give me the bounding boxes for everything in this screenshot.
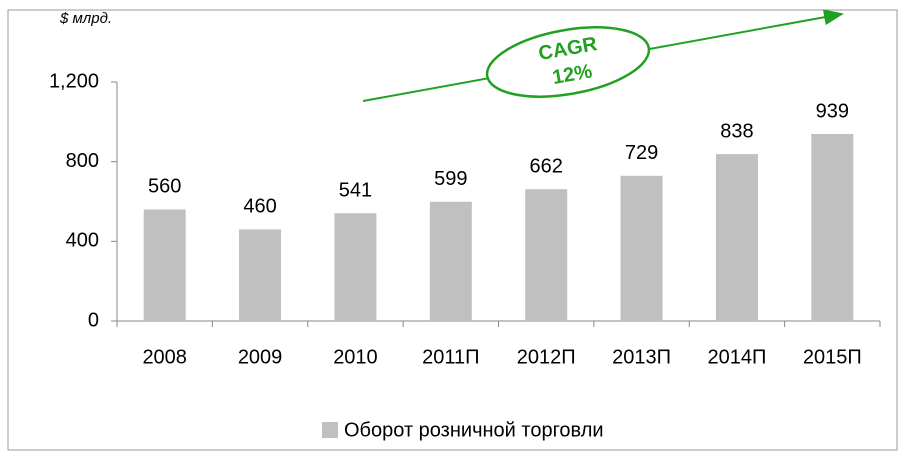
y-tick-label: 1,200 xyxy=(49,70,99,92)
legend-swatch xyxy=(322,422,338,438)
cagr-callout: CAGR 12% xyxy=(485,26,651,98)
data-label: 838 xyxy=(720,120,753,142)
x-tick-label: 2010 xyxy=(333,346,378,368)
x-tick-label: 2014П xyxy=(708,346,767,368)
bar xyxy=(525,189,568,321)
y-tick-label: 0 xyxy=(88,309,99,331)
bar xyxy=(239,229,282,321)
legend-label: Оборот розничной торговли xyxy=(344,419,604,441)
x-tick-label: 2012П xyxy=(517,346,576,368)
bar xyxy=(334,213,377,321)
bar xyxy=(811,133,854,321)
x-tick-label: 2015П xyxy=(803,346,862,368)
bar xyxy=(429,201,472,321)
data-label: 939 xyxy=(816,100,849,122)
unit-label: $ млрд. xyxy=(59,10,112,27)
bar xyxy=(620,175,663,321)
x-tick-label: 2011П xyxy=(422,346,479,368)
bar xyxy=(143,209,186,321)
x-tick-label: 2013П xyxy=(612,346,671,368)
bar xyxy=(715,154,758,321)
y-tick-label: 400 xyxy=(66,230,99,252)
data-label: 541 xyxy=(339,180,372,202)
x-tick-label: 2009 xyxy=(238,346,283,368)
data-label: 729 xyxy=(625,142,658,164)
data-label: 599 xyxy=(434,168,467,190)
data-label: 662 xyxy=(530,155,563,177)
cagr-ellipse xyxy=(485,26,651,98)
y-tick-label: 800 xyxy=(66,150,99,172)
x-tick-label: 2008 xyxy=(142,346,187,368)
data-label: 460 xyxy=(243,196,276,218)
data-label: 560 xyxy=(148,176,181,198)
